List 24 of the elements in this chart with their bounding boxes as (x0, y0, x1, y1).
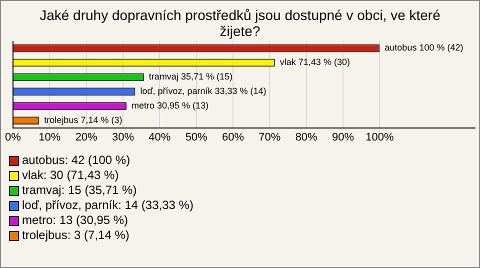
x-tick-label: 60% (222, 131, 244, 144)
x-tick-label: 100% (366, 131, 394, 144)
text: autobus: 42 (100 %) (22, 153, 130, 168)
text: loď, přívoz, parník: 14 (33,33 %) (22, 198, 194, 213)
category-label: trolejbus 7,14 % (3) (44, 115, 122, 126)
category-label: loď, přívoz, parník 33,33 % (14) (140, 86, 266, 96)
text: vlak: 30 (71,43 %) (22, 168, 119, 183)
x-tick-label: 50% (185, 131, 208, 144)
x-tick-label: 40% (148, 131, 171, 144)
x-tick-label: 80% (295, 131, 318, 144)
category-label: vlak 71,43 % (30) (280, 57, 350, 68)
category-label: metro 30,95 % (13) (131, 100, 209, 111)
text: metro: 13 (30,95 %) (22, 213, 128, 228)
x-tick-label: 70% (258, 131, 281, 144)
x-tick-label: 0% (5, 131, 22, 144)
category-label: autobus 100 % (42) (384, 42, 464, 53)
x-tick-label: 30% (112, 131, 134, 144)
category-label: tramvaj 35,71 % (15) (148, 72, 232, 82)
text: tramvaj: 15 (35,71 %) (22, 183, 137, 198)
x-tick-label: 90% (332, 131, 354, 144)
chart-title: Jaké druhy dopravních prostředků jsou dostupné v obci, ve které žijete? (38, 6, 442, 41)
text: trolejbus: 3 (7,14 %) (22, 228, 130, 243)
x-tick-label: 20% (75, 131, 98, 144)
x-tick-label: 10% (38, 131, 61, 144)
